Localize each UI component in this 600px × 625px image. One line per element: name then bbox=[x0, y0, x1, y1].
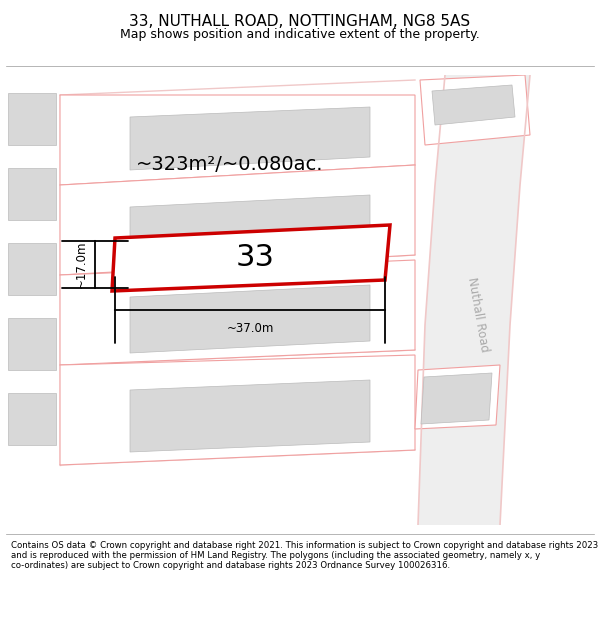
Polygon shape bbox=[420, 75, 530, 145]
Polygon shape bbox=[60, 260, 415, 365]
Text: ~323m²/~0.080ac.: ~323m²/~0.080ac. bbox=[136, 156, 324, 174]
Polygon shape bbox=[432, 85, 515, 125]
Polygon shape bbox=[415, 365, 500, 429]
Polygon shape bbox=[130, 380, 370, 452]
Text: ~17.0m: ~17.0m bbox=[74, 241, 88, 288]
Text: ~37.0m: ~37.0m bbox=[226, 321, 274, 334]
Bar bbox=[8, 393, 56, 445]
Polygon shape bbox=[130, 107, 370, 170]
Text: Contains OS data © Crown copyright and database right 2021. This information is : Contains OS data © Crown copyright and d… bbox=[11, 541, 598, 571]
Polygon shape bbox=[60, 165, 415, 275]
Text: Map shows position and indicative extent of the property.: Map shows position and indicative extent… bbox=[120, 28, 480, 41]
Polygon shape bbox=[60, 95, 415, 185]
Text: 33, NUTHALL ROAD, NOTTINGHAM, NG8 5AS: 33, NUTHALL ROAD, NOTTINGHAM, NG8 5AS bbox=[130, 14, 470, 29]
Bar bbox=[8, 243, 56, 295]
Bar bbox=[8, 168, 56, 220]
Polygon shape bbox=[60, 355, 415, 465]
Bar bbox=[8, 318, 56, 370]
Polygon shape bbox=[112, 225, 390, 291]
Polygon shape bbox=[418, 75, 530, 525]
Polygon shape bbox=[130, 195, 370, 262]
Polygon shape bbox=[130, 285, 370, 353]
Text: Nuthall Road: Nuthall Road bbox=[465, 277, 491, 353]
Text: 33: 33 bbox=[235, 242, 275, 271]
Bar bbox=[8, 93, 56, 145]
Polygon shape bbox=[421, 373, 492, 424]
